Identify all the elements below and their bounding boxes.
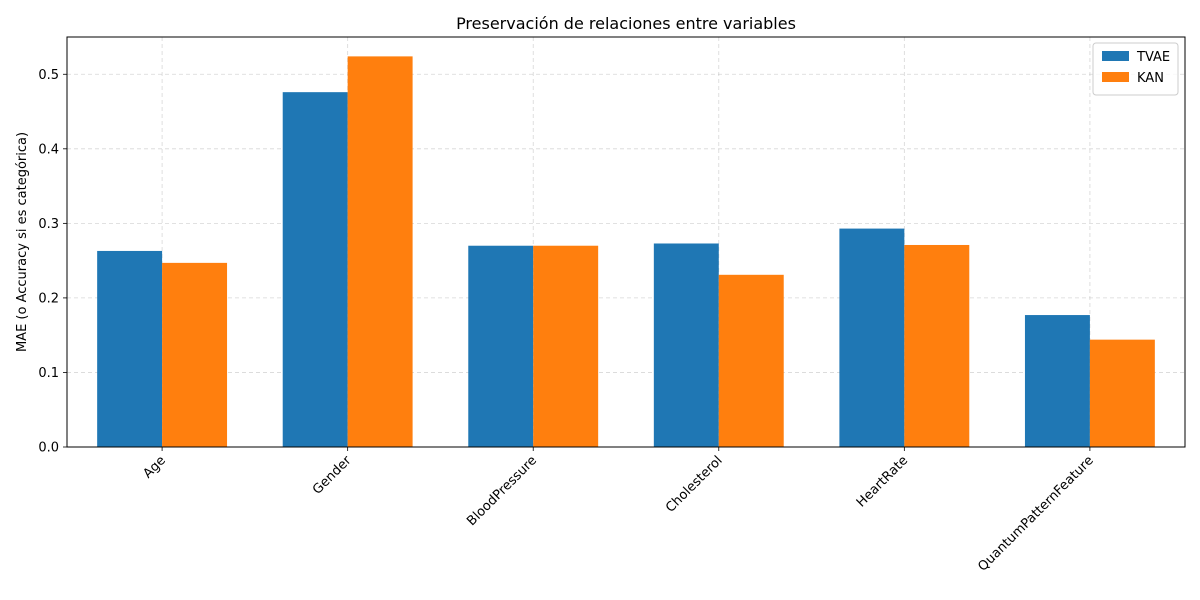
x-tick-label: Gender bbox=[310, 453, 355, 498]
legend-swatch-kan bbox=[1102, 72, 1129, 82]
bar-kan-heartrate bbox=[904, 244, 970, 447]
bar-kan-quantumpatternfeature bbox=[1089, 339, 1155, 447]
bar-kan-gender bbox=[347, 56, 413, 448]
legend-label-kan: KAN bbox=[1137, 71, 1164, 86]
x-tick-label: BloodPressure bbox=[464, 453, 540, 529]
bar-kan-age bbox=[162, 262, 228, 447]
bar-tvae-age bbox=[97, 250, 163, 447]
plot-frame bbox=[66, 36, 1186, 448]
chart-title: Preservación de relaciones entre variabl… bbox=[456, 14, 796, 33]
x-tick-label: QuantumPatternFeature bbox=[975, 453, 1096, 574]
bar-tvae-gender bbox=[282, 92, 348, 447]
bar-kan-cholesterol bbox=[718, 274, 784, 447]
y-tick-label: 0.0 bbox=[38, 441, 59, 456]
bars bbox=[97, 56, 1155, 448]
bar-tvae-heartrate bbox=[839, 228, 905, 447]
legend-swatch-tvae bbox=[1102, 51, 1129, 61]
legend-label-tvae: TVAE bbox=[1136, 50, 1170, 65]
x-tick-label: Cholesterol bbox=[663, 453, 725, 515]
x-tick-label: Age bbox=[141, 453, 169, 481]
bar-tvae-quantumpatternfeature bbox=[1024, 315, 1090, 447]
bar-kan-bloodpressure bbox=[533, 245, 599, 447]
y-axis-label: MAE (o Accuracy si es categórica) bbox=[15, 132, 30, 352]
bar-tvae-bloodpressure bbox=[468, 245, 534, 447]
x-tick-label: HeartRate bbox=[854, 453, 911, 510]
y-tick-label: 0.4 bbox=[38, 142, 59, 157]
y-tick-label: 0.1 bbox=[38, 366, 59, 381]
bar-tvae-cholesterol bbox=[653, 243, 719, 447]
y-tick-label: 0.3 bbox=[38, 217, 59, 232]
grid bbox=[67, 37, 1185, 448]
legend: TVAE KAN bbox=[1092, 42, 1179, 96]
y-tick-label: 0.5 bbox=[38, 68, 59, 83]
y-tick-label: 0.2 bbox=[38, 291, 59, 306]
